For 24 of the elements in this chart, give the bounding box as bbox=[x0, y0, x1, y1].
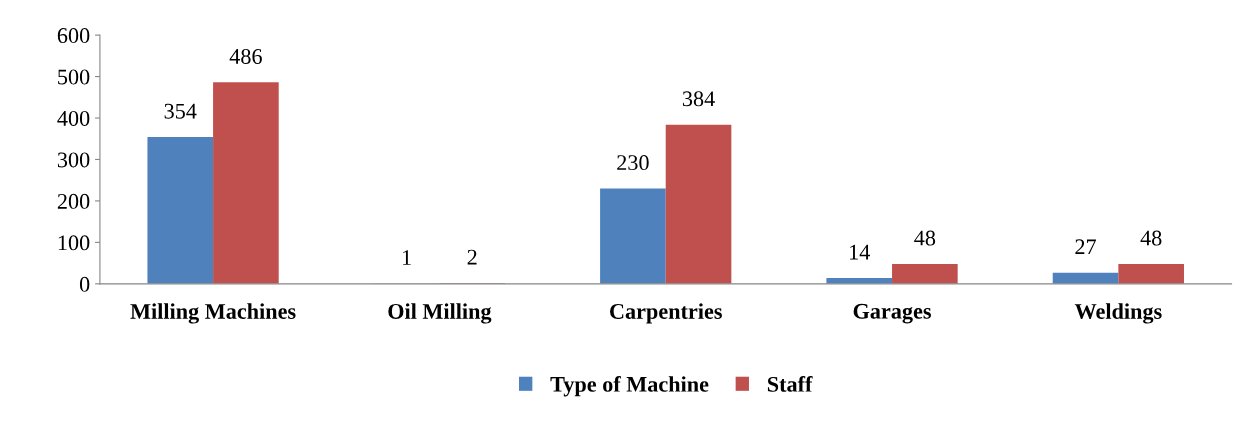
x-tick-label: Carpentries bbox=[610, 303, 722, 324]
data-label: 48 bbox=[914, 230, 936, 246]
y-tick-label: 200 bbox=[57, 193, 90, 209]
x-tick-label: Garages bbox=[853, 303, 931, 324]
data-label: 2 bbox=[467, 249, 477, 265]
data-label: 230 bbox=[617, 155, 649, 171]
y-tick-label: 400 bbox=[57, 110, 90, 126]
y-tick-label: 100 bbox=[58, 235, 90, 251]
y-tick-label: 0 bbox=[79, 276, 90, 292]
data-label: 354 bbox=[164, 103, 197, 119]
data-label: 384 bbox=[682, 91, 715, 107]
legend-label: Type of Machine bbox=[550, 375, 709, 397]
data-label: 48 bbox=[1140, 230, 1162, 246]
y-tick-label: 500 bbox=[58, 69, 90, 85]
data-label: 27 bbox=[1075, 239, 1097, 255]
x-tick-label: Weldings bbox=[1074, 303, 1162, 324]
data-label: 486 bbox=[229, 48, 262, 64]
y-tick-label: 300 bbox=[57, 152, 90, 168]
x-tick-label: Milling Machines bbox=[130, 303, 296, 324]
y-tick-label: 600 bbox=[57, 28, 90, 44]
legend-label: Staff bbox=[767, 375, 813, 392]
data-label: 14 bbox=[850, 244, 870, 260]
x-tick-label: Oil Milling bbox=[388, 303, 492, 324]
data-label: 1 bbox=[402, 250, 411, 265]
